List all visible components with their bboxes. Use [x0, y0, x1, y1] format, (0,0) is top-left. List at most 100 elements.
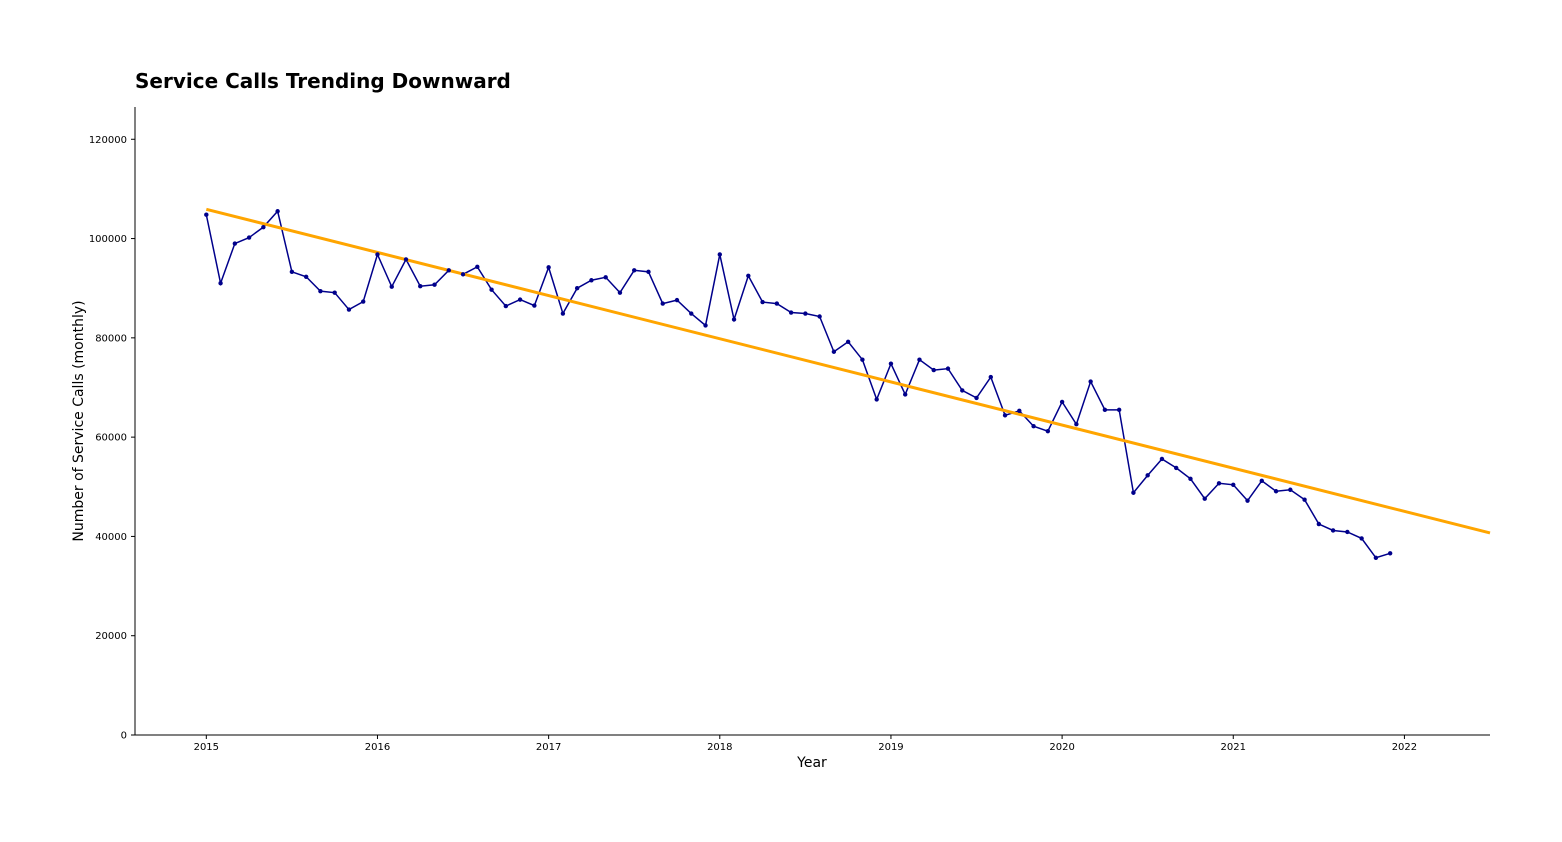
data-point [817, 314, 822, 319]
x-tick-label: 2016 [365, 742, 390, 753]
data-point [917, 357, 922, 362]
data-point [1159, 456, 1165, 462]
data-point [1345, 529, 1350, 535]
data-point [1002, 413, 1008, 418]
x-tick-label: 2019 [878, 742, 903, 753]
y-tick-label: 120000 [89, 135, 127, 146]
data-point [446, 268, 451, 273]
data-point [660, 301, 665, 306]
data-point [560, 311, 566, 316]
data-point [1074, 422, 1079, 427]
y-tick-label: 60000 [95, 433, 127, 444]
data-point [1116, 407, 1122, 413]
data-point [1288, 487, 1293, 492]
data-point [1245, 498, 1250, 503]
data-point [888, 361, 894, 366]
data-point [646, 269, 651, 275]
data-point [845, 339, 851, 345]
data-point [831, 349, 837, 354]
data-point [218, 281, 223, 286]
data-point [1316, 521, 1322, 527]
y-tick-label: 20000 [95, 631, 127, 642]
data-point [589, 278, 594, 283]
data-point [1302, 497, 1307, 502]
x-tick-label: 2018 [707, 742, 732, 753]
data-point [289, 269, 295, 275]
data-point [1330, 528, 1336, 533]
data-point [1131, 490, 1136, 495]
y-axis-title: Number of Service Calls (monthly) [71, 300, 87, 541]
x-tick-label: 2015 [194, 742, 219, 753]
data-point [1145, 473, 1150, 478]
data-point [503, 303, 509, 309]
plot-area [204, 207, 1491, 560]
data-point [1387, 551, 1393, 556]
data-point [1188, 476, 1193, 482]
data-point [603, 275, 608, 280]
data-point [931, 367, 936, 373]
y-tick-label: 0 [121, 731, 127, 742]
y-tick-label: 100000 [89, 234, 127, 245]
data-point [717, 252, 722, 257]
data-point [546, 265, 551, 270]
data-point [874, 397, 879, 402]
data-point [361, 299, 366, 304]
data-point [517, 297, 523, 302]
data-point [375, 252, 380, 257]
data-point [788, 310, 794, 315]
data-point [760, 299, 765, 305]
data-point [1088, 379, 1093, 384]
data-point [703, 323, 708, 328]
data-point [318, 288, 323, 294]
y-tick-label: 80000 [95, 333, 127, 344]
data-point [460, 272, 466, 277]
data-point [960, 388, 965, 393]
data-point [746, 273, 751, 278]
data-point [574, 286, 580, 291]
data-point [774, 301, 780, 306]
data-point [945, 366, 951, 371]
data-point [903, 392, 908, 397]
y-tick-label: 40000 [95, 532, 127, 543]
data-point [1216, 481, 1222, 486]
data-point [346, 307, 352, 312]
data-point [689, 311, 694, 316]
x-tick-label: 2017 [536, 742, 561, 753]
data-point [204, 212, 209, 217]
data-point [988, 374, 993, 380]
data-point [803, 311, 808, 316]
data-point [432, 282, 437, 287]
trend-line [205, 207, 1491, 535]
data-point [1373, 555, 1379, 560]
data-point [418, 284, 423, 289]
data-point [232, 241, 238, 246]
data-point [246, 235, 252, 240]
data-point [1202, 496, 1207, 501]
x-axis-title: Year [796, 755, 827, 771]
x-tick-label: 2021 [1221, 742, 1246, 753]
chart-title: Service Calls Trending Downward [135, 69, 511, 93]
data-point [860, 357, 865, 362]
data-point [731, 317, 737, 322]
data-point [1102, 407, 1108, 413]
data-point [632, 268, 637, 273]
data-point [1045, 428, 1051, 434]
data-point [1259, 478, 1264, 484]
data-point [475, 264, 480, 270]
data-point [332, 290, 337, 295]
data-point [1174, 465, 1179, 471]
data-point [532, 303, 537, 308]
y-axis-ticks: 0 20000 40000 60000 80000 100000 120000 [89, 135, 135, 742]
data-point [1231, 482, 1236, 487]
data-point [1017, 408, 1022, 414]
data-point [617, 290, 623, 295]
data-point [974, 395, 979, 401]
data-point [1031, 424, 1036, 429]
data-point [1059, 399, 1065, 405]
data-point [674, 297, 680, 303]
data-point [261, 224, 266, 230]
data-point [303, 274, 309, 279]
data-point [275, 209, 280, 214]
data-point [1273, 489, 1279, 494]
